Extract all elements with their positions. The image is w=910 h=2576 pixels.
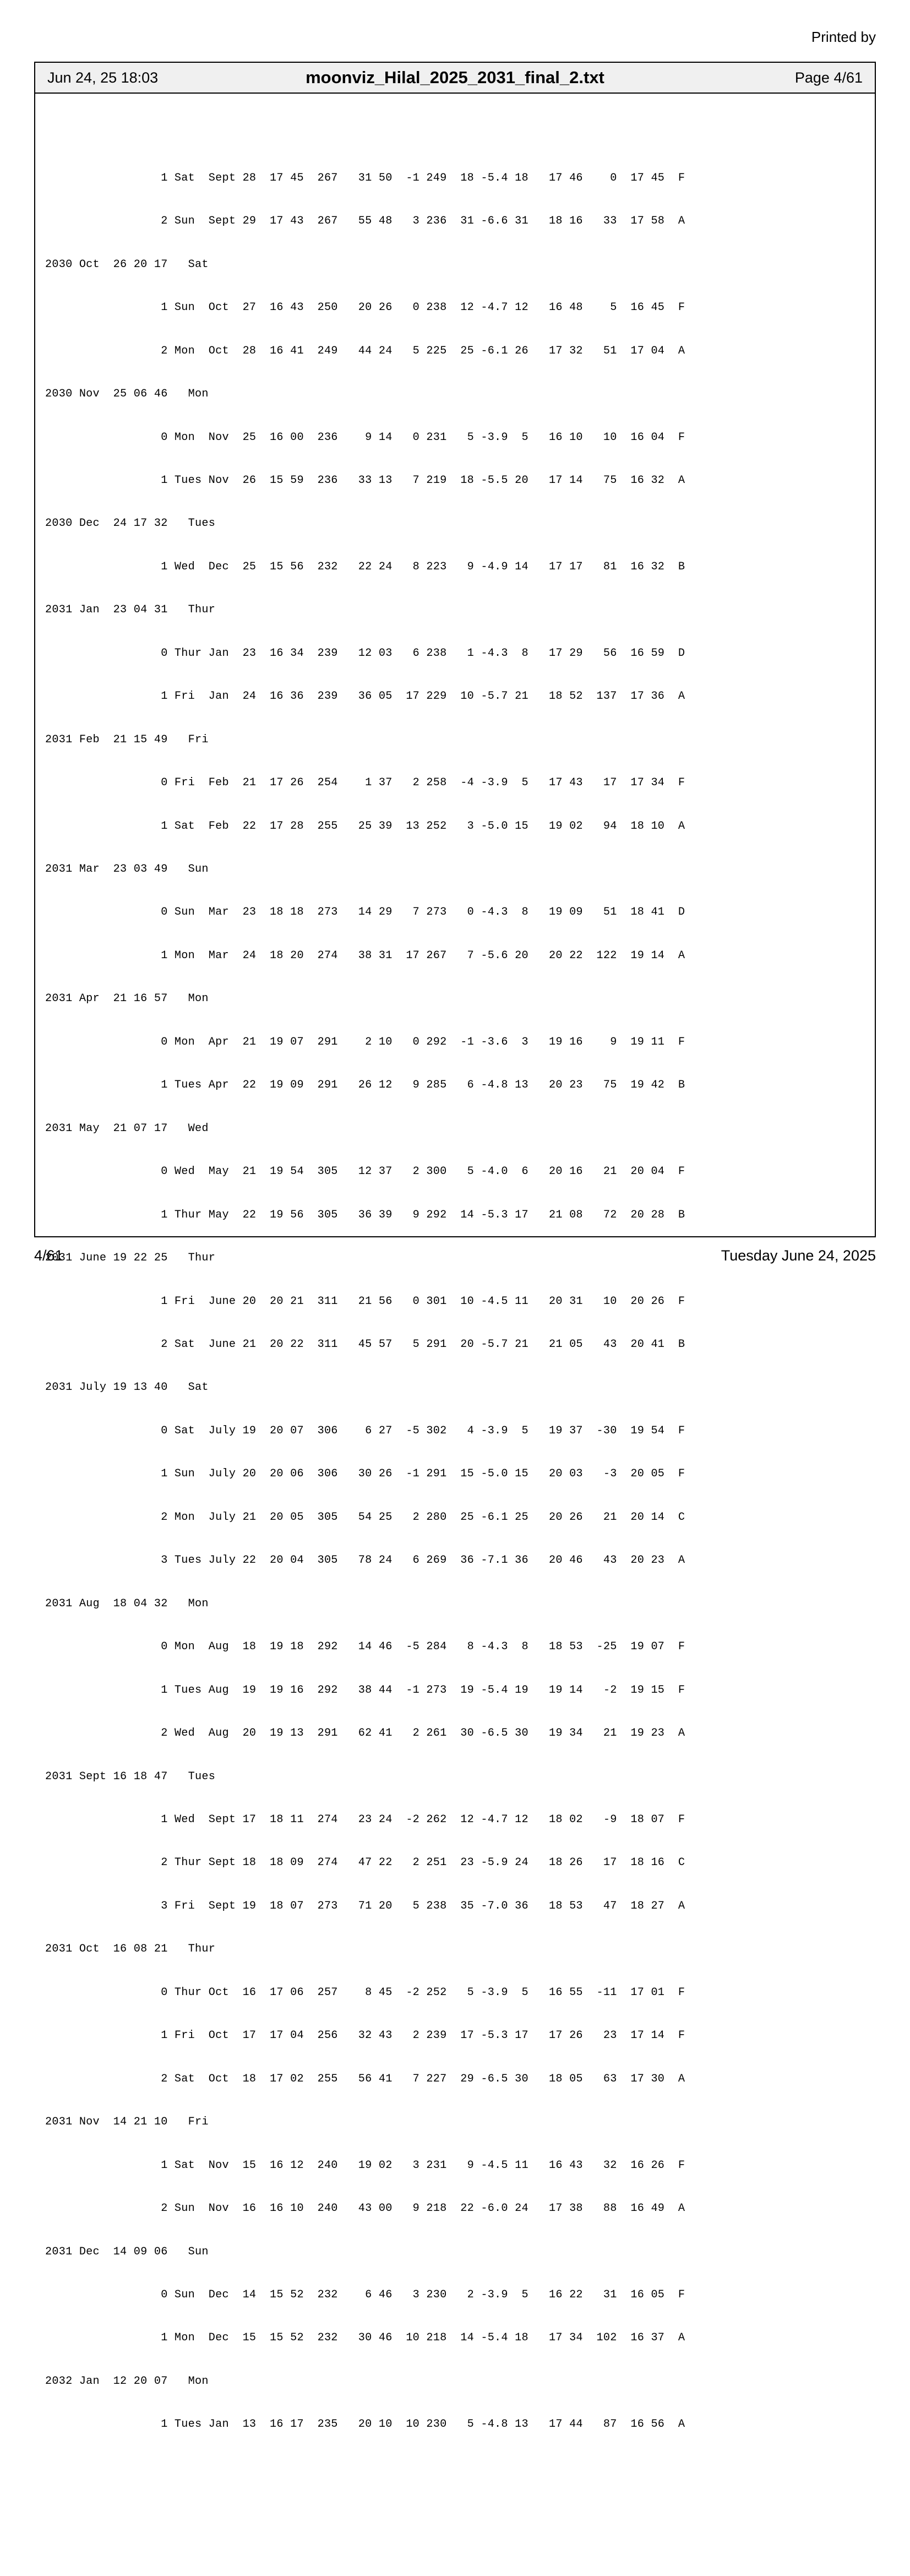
table-row: 2031 Feb 21 15 49 Fri bbox=[45, 733, 209, 746]
report-body: 1 Sat Sept 28 17 45 267 31 50 -1 249 18 … bbox=[35, 94, 875, 2576]
table-row: 2031 May 21 07 17 Wed bbox=[45, 1122, 209, 1135]
table-row bbox=[45, 2461, 875, 2475]
table-row: 2 Thur Sept 18 18 09 274 47 22 2 251 23 … bbox=[45, 1856, 685, 1869]
table-row: 0 Thur Oct 16 17 06 257 8 45 -2 252 5 -3… bbox=[45, 1986, 685, 1999]
printed-by-label: Printed by bbox=[811, 29, 876, 45]
table-row: 3 Tues July 22 20 04 305 78 24 6 269 36 … bbox=[45, 1554, 685, 1567]
table-row: 0 Sun Dec 14 15 52 232 6 46 3 230 2 -3.9… bbox=[45, 2288, 685, 2301]
table-row: 2 Sat June 21 20 22 311 45 57 5 291 20 -… bbox=[45, 1338, 685, 1351]
table-row: 2031 June 19 22 25 Thur bbox=[45, 1252, 216, 1265]
table-row: 1 Fri Jan 24 16 36 239 36 05 17 229 10 -… bbox=[45, 690, 685, 703]
moon-visibility-table: 1 Sat Sept 28 17 45 267 31 50 -1 249 18 … bbox=[45, 142, 875, 2504]
header-page-number: Page 4/61 bbox=[794, 69, 863, 86]
table-row: 1 Tues Aug 19 19 16 292 38 44 -1 273 19 … bbox=[45, 1683, 685, 1697]
table-row: 0 Thur Jan 23 16 34 239 12 03 6 238 1 -4… bbox=[45, 646, 685, 660]
table-row: 2031 Nov 14 21 10 Fri bbox=[45, 2116, 209, 2129]
table-row: 1 Tues Apr 22 19 09 291 26 12 9 285 6 -4… bbox=[45, 1079, 685, 1092]
table-row: 1 Sat Nov 15 16 12 240 19 02 3 231 9 -4.… bbox=[45, 2159, 685, 2172]
table-row: 2 Sun Nov 16 16 10 240 43 00 9 218 22 -6… bbox=[45, 2202, 685, 2215]
footer-date: Tuesday June 24, 2025 bbox=[721, 1247, 876, 1264]
table-row: 1 Sun Oct 27 16 43 250 20 26 0 238 12 -4… bbox=[45, 301, 685, 314]
table-row: 2 Wed Aug 20 19 13 291 62 41 2 261 30 -6… bbox=[45, 1727, 685, 1740]
table-row: 1 Sat Feb 22 17 28 255 25 39 13 252 3 -5… bbox=[45, 819, 685, 833]
table-row: 0 Mon Apr 21 19 07 291 2 10 0 292 -1 -3.… bbox=[45, 1035, 685, 1048]
table-row: 2 Sat Oct 18 17 02 255 56 41 7 227 29 -6… bbox=[45, 2072, 685, 2085]
table-row: 2031 Apr 21 16 57 Mon bbox=[45, 992, 209, 1006]
table-row: 2031 Dec 14 09 06 Sun bbox=[45, 2245, 209, 2258]
table-row: 2032 Jan 12 20 07 Mon bbox=[45, 2374, 209, 2388]
table-row: 2031 Mar 23 03 49 Sun bbox=[45, 863, 209, 876]
table-row: 0 Wed May 21 19 54 305 12 37 2 300 5 -4.… bbox=[45, 1165, 685, 1178]
table-row: 2031 Jan 23 04 31 Thur bbox=[45, 604, 216, 617]
footer-page-number: 4/61 bbox=[34, 1247, 63, 1264]
table-row: 2030 Oct 26 20 17 Sat bbox=[45, 258, 209, 271]
table-row: 0 Mon Aug 18 19 18 292 14 46 -5 284 8 -4… bbox=[45, 1640, 685, 1654]
table-row: 0 Fri Feb 21 17 26 254 1 37 2 258 -4 -3.… bbox=[45, 776, 685, 790]
table-row: 2 Sun Sept 29 17 43 267 55 48 3 236 31 -… bbox=[45, 215, 685, 228]
table-row: 2031 July 19 13 40 Sat bbox=[45, 1381, 209, 1394]
header-file-title: moonviz_Hilal_2025_2031_final_2.txt bbox=[306, 68, 604, 87]
table-row: 2030 Nov 25 06 46 Mon bbox=[45, 388, 209, 401]
table-row: 1 Fri Oct 17 17 04 256 32 43 2 239 17 -5… bbox=[45, 2029, 685, 2042]
table-row: 1 Tues Jan 13 16 17 235 20 10 10 230 5 -… bbox=[45, 2418, 685, 2431]
table-row: 2 Mon Oct 28 16 41 249 44 24 5 225 25 -6… bbox=[45, 344, 685, 357]
table-row: 1 Wed Dec 25 15 56 232 22 24 8 223 9 -4.… bbox=[45, 560, 685, 573]
table-row: 1 Sun July 20 20 06 306 30 26 -1 291 15 … bbox=[45, 1468, 685, 1481]
table-row: 0 Sun Mar 23 18 18 273 14 29 7 273 0 -4.… bbox=[45, 906, 685, 919]
table-row: 2031 Oct 16 08 21 Thur bbox=[45, 1943, 216, 1956]
header-date: Jun 24, 25 18:03 bbox=[47, 69, 159, 86]
table-row: 1 Mon Mar 24 18 20 274 38 31 17 267 7 -5… bbox=[45, 949, 685, 962]
table-row: 1 Mon Dec 15 15 52 232 30 46 10 218 14 -… bbox=[45, 2332, 685, 2345]
table-row: 0 Mon Nov 25 16 00 236 9 14 0 231 5 -3.9… bbox=[45, 431, 685, 444]
table-row: 2031 Sept 16 18 47 Tues bbox=[45, 1770, 216, 1783]
table-row: 1 Thur May 22 19 56 305 36 39 9 292 14 -… bbox=[45, 1208, 685, 1221]
page-header: Jun 24, 25 18:03 moonviz_Hilal_2025_2031… bbox=[35, 63, 875, 94]
table-row: 1 Tues Nov 26 15 59 236 33 13 7 219 18 -… bbox=[45, 474, 685, 487]
table-row: 2030 Dec 24 17 32 Tues bbox=[45, 517, 216, 530]
blank-line bbox=[45, 2547, 875, 2562]
table-row: 2031 Aug 18 04 32 Mon bbox=[45, 1597, 209, 1610]
page-footer: 4/61 Tuesday June 24, 2025 bbox=[34, 1247, 876, 1266]
table-row: 1 Wed Sept 17 18 11 274 23 24 -2 262 12 … bbox=[45, 1813, 685, 1826]
table-row: 0 Sat July 19 20 07 306 6 27 -5 302 4 -3… bbox=[45, 1424, 685, 1437]
table-row: 2 Mon July 21 20 05 305 54 25 2 280 25 -… bbox=[45, 1510, 685, 1524]
table-row: 3 Fri Sept 19 18 07 273 71 20 5 238 35 -… bbox=[45, 1899, 685, 1912]
page-frame: Jun 24, 25 18:03 moonviz_Hilal_2025_2031… bbox=[34, 62, 876, 2431]
table-row: 1 Fri June 20 20 21 311 21 56 0 301 10 -… bbox=[45, 1295, 685, 1308]
table-row: 1 Sat Sept 28 17 45 267 31 50 -1 249 18 … bbox=[45, 171, 685, 184]
